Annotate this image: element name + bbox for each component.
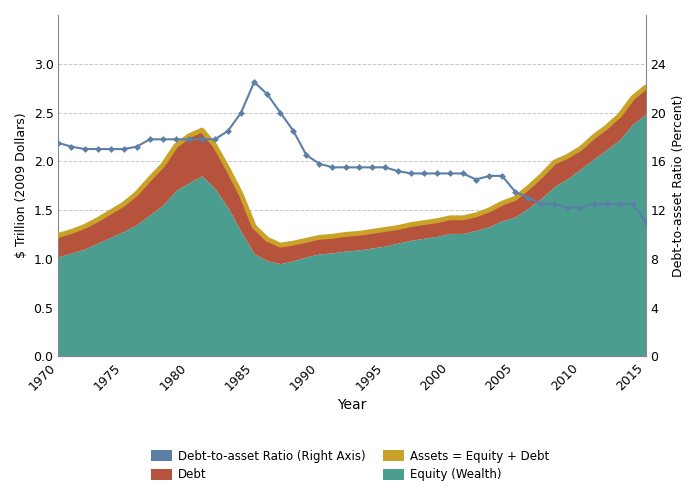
- X-axis label: Year: Year: [337, 399, 367, 413]
- Y-axis label: $ Trillion (2009 Dollars): $ Trillion (2009 Dollars): [15, 113, 28, 258]
- Legend: Debt-to-asset Ratio (Right Axis), Debt, Assets = Equity + Debt, Equity (Wealth): Debt-to-asset Ratio (Right Axis), Debt, …: [146, 445, 554, 486]
- Y-axis label: Debt-to-asset Ratio (Percent): Debt-to-asset Ratio (Percent): [672, 94, 685, 277]
